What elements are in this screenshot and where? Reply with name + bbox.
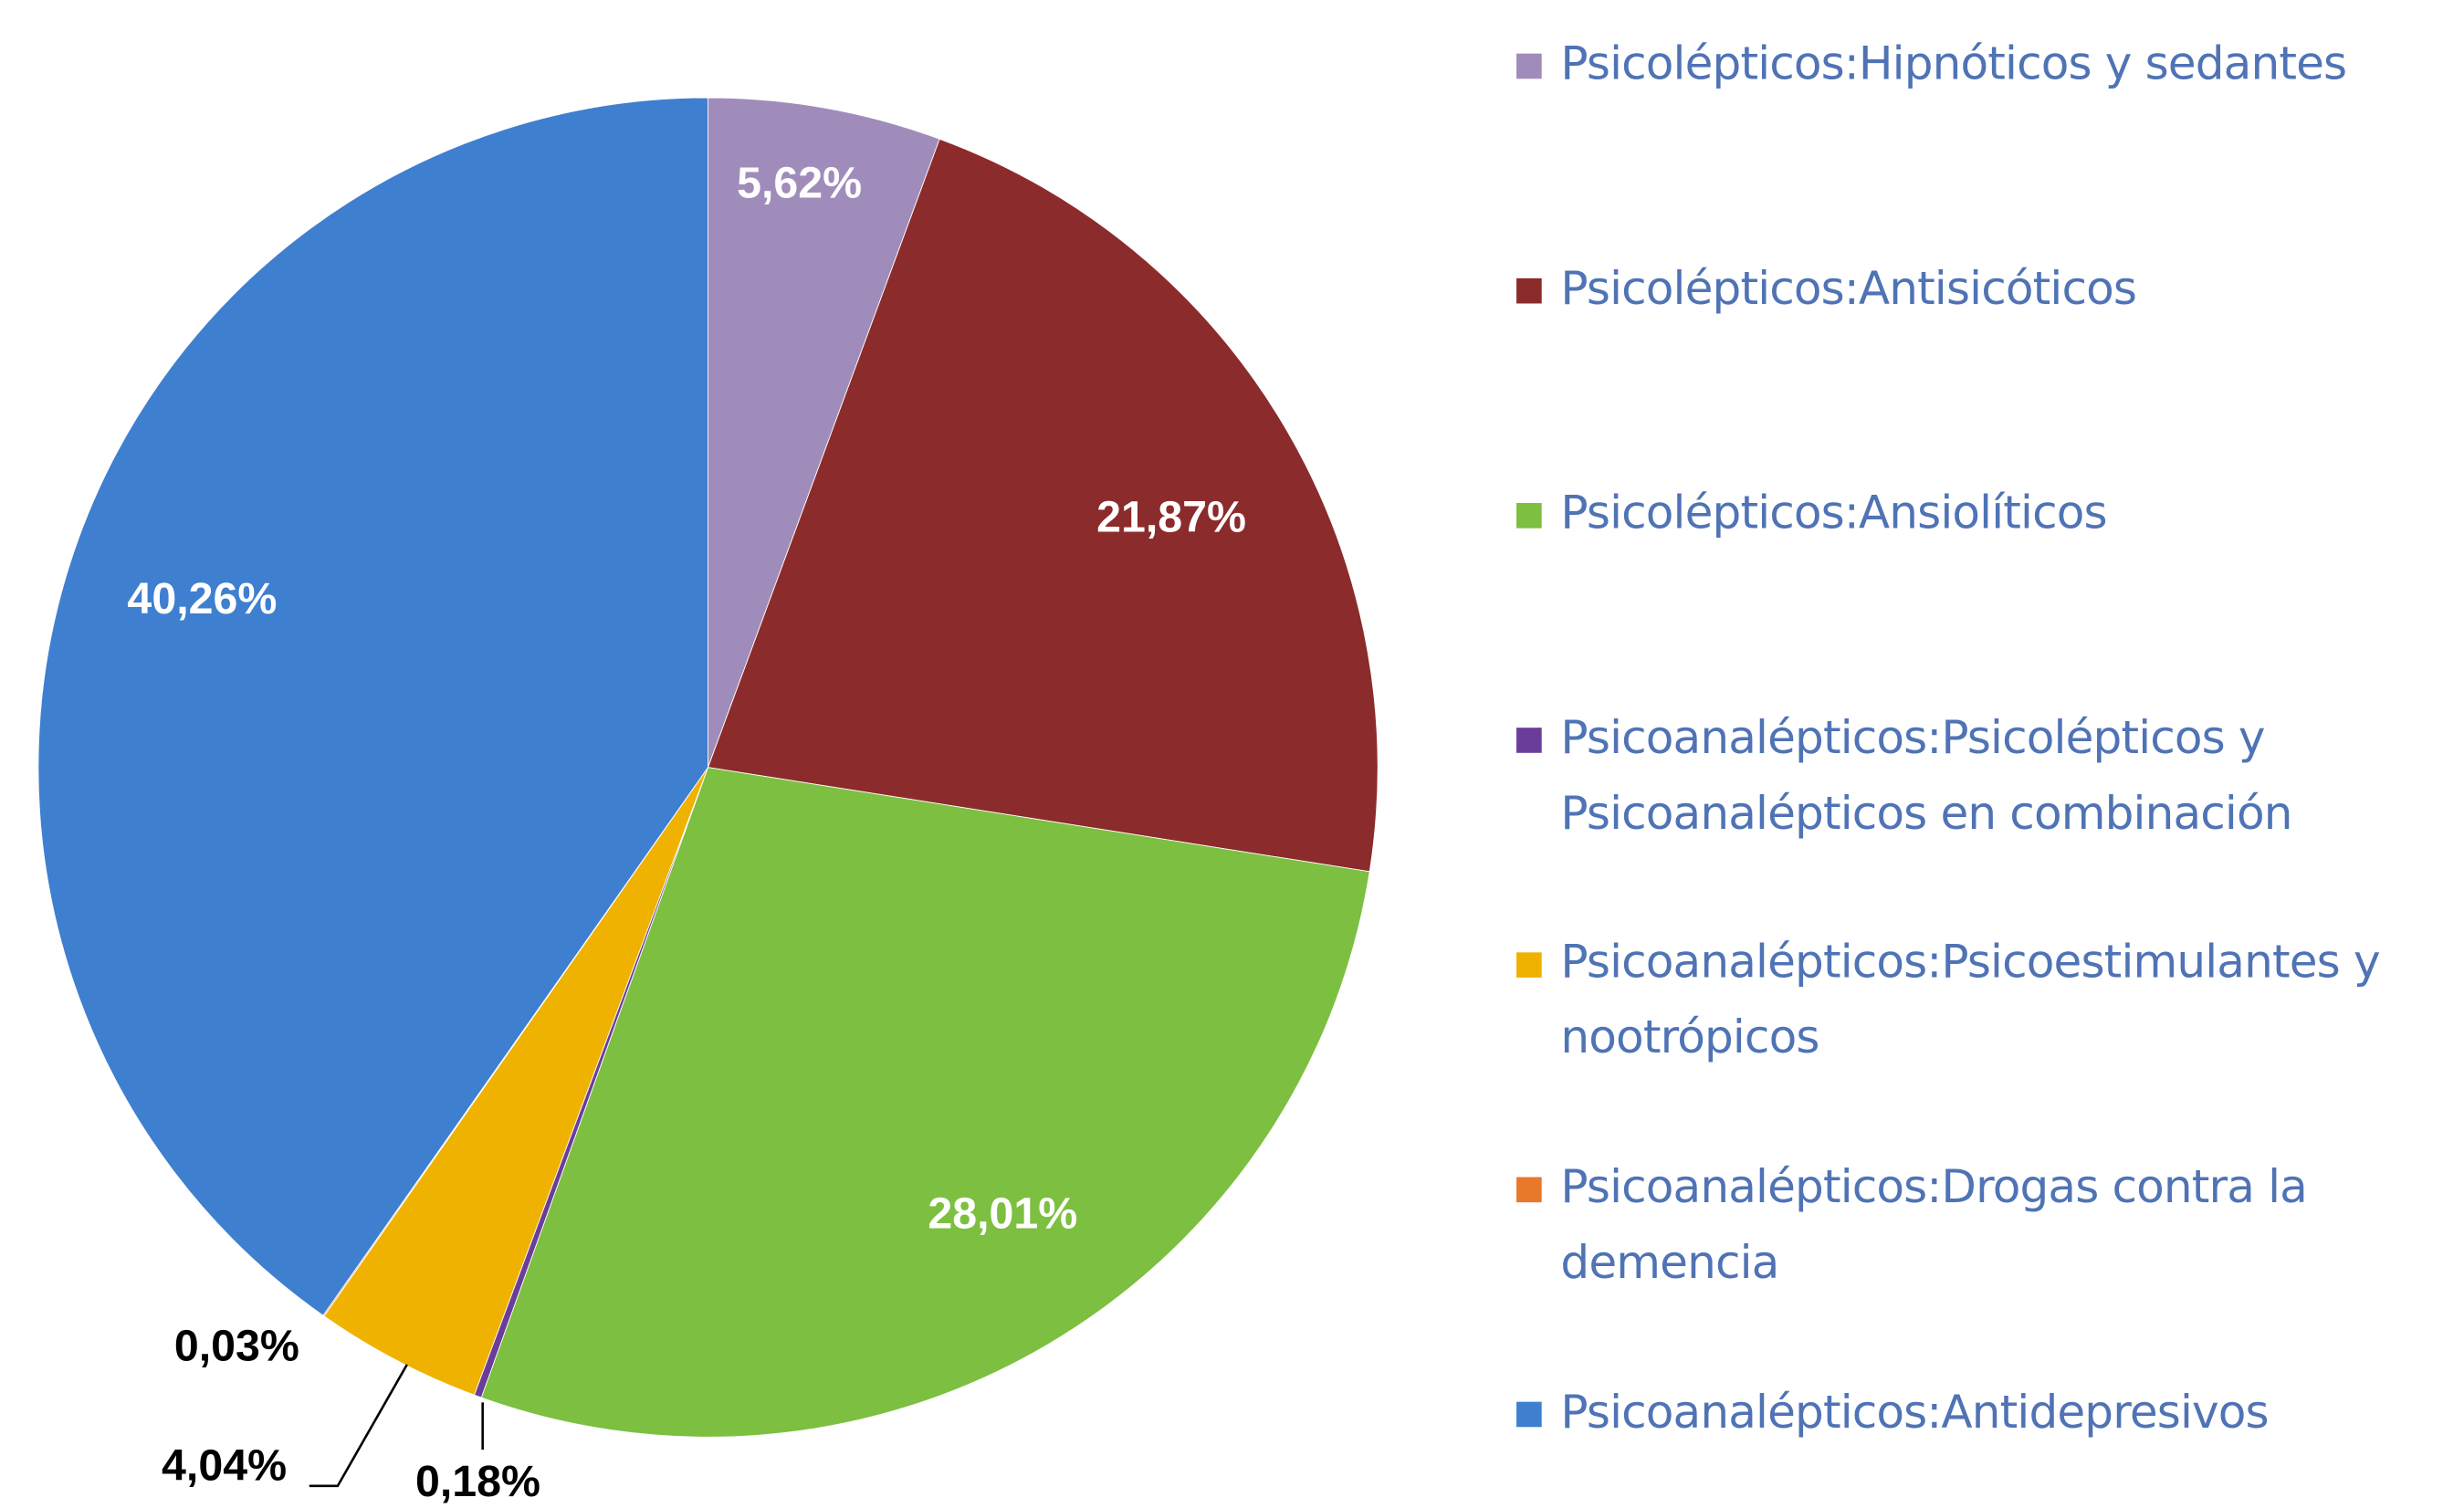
data-label: 40,26%: [127, 574, 277, 623]
pie-slice: [708, 97, 940, 768]
legend-swatch: [1516, 952, 1542, 978]
pie-slice: [37, 97, 708, 1316]
data-label: 5,62%: [737, 158, 862, 207]
legend-swatch: [1516, 278, 1542, 304]
legend-label: Psicolépticos:Hipnóticos y sedantes: [1560, 36, 2347, 90]
data-label: 4,04%: [162, 1441, 287, 1491]
legend-entry: Psicoanalépticos:Drogas contra la demenc…: [1560, 1159, 2307, 1290]
legend-label: Psicoanalépticos:Drogas contra la demenc…: [1560, 1159, 2307, 1290]
pie-slice: [480, 767, 1370, 1438]
legend-entry: Psicolépticos:Hipnóticos y sedantes: [1560, 36, 2347, 90]
legend-label: Psicoanalépticos:Psicoestimulantes y noo…: [1560, 935, 2380, 1064]
legend: Psicolépticos:Hipnóticos y sedantes Psico…: [1516, 36, 2381, 1439]
legend-entry: Psicolépticos:Ansiolíticos: [1560, 486, 2107, 539]
legend-entry: Psicolépticos:Antisicóticos: [1560, 260, 2137, 315]
pie-slice: [707, 138, 1379, 873]
data-label: 0,18%: [415, 1457, 540, 1506]
legend-swatch: [1516, 728, 1542, 753]
data-label: 21,87%: [1096, 492, 1246, 541]
data-label: 0,03%: [174, 1321, 299, 1370]
data-label: 28,01%: [928, 1189, 1077, 1238]
legend-swatch: [1516, 503, 1542, 529]
legend-entry: Psicoanalépticos:Psicolépticos y Psicoan…: [1560, 710, 2292, 840]
leader-line: [309, 1364, 408, 1488]
legend-swatch: [1516, 53, 1542, 79]
legend-entry: Psicoanalépticos:Antidepresivos: [1560, 1384, 2269, 1439]
pie-slice: [323, 767, 708, 1396]
legend-entry: Psicoanalépticos:Psicoestimulantes y noo…: [1560, 935, 2380, 1064]
legend-label: Psicolépticos:Antisicóticos: [1560, 260, 2137, 315]
legend-label: Psicoanalépticos:Psicolépticos y Psicoan…: [1560, 710, 2292, 840]
legend-swatch: [1516, 1401, 1542, 1428]
legend-swatch: [1516, 1177, 1542, 1203]
legend-label: Psicoanalépticos:Antidepresivos: [1560, 1384, 2269, 1439]
legend-label: Psicolépticos:Ansiolíticos: [1560, 486, 2107, 539]
pie: 5,62% 21,87% 28,01% 0,18% 4,04% 0,03% 40,26%: [37, 97, 1379, 1506]
